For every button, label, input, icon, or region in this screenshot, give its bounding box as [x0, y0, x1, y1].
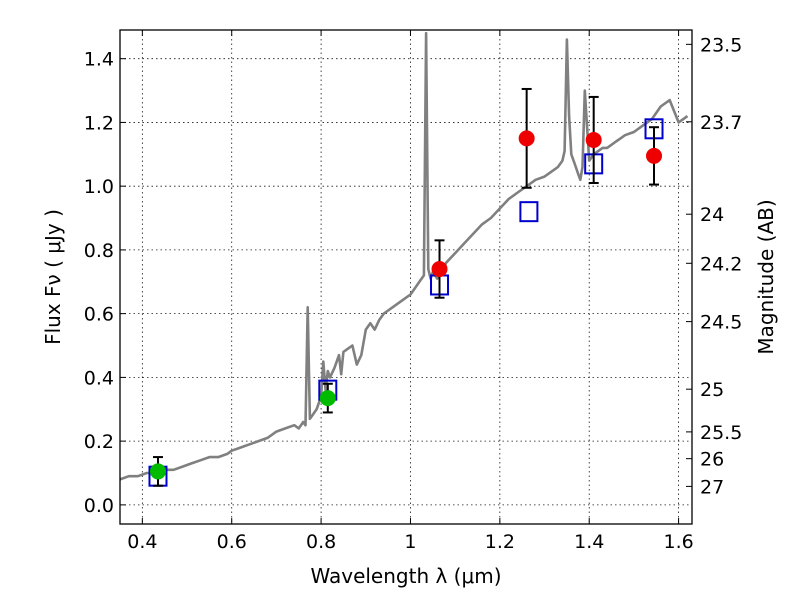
right-axis-label: Magnitude (AB) [754, 199, 778, 354]
model-flux-square [519, 201, 539, 223]
x-tick-label: 1 [404, 531, 416, 553]
observed-flux-point [585, 131, 602, 148]
observed-flux-point [646, 147, 663, 164]
x-tick-label: 0.4 [127, 531, 157, 553]
mag-tick-label: 23.5 [700, 34, 742, 56]
observed-flux-point [319, 390, 336, 407]
mag-tick-label: 24 [700, 204, 724, 226]
grid [120, 30, 692, 524]
mag-tick-label: 25 [700, 379, 724, 401]
plot-area [120, 31, 689, 487]
y-tick-label: 1.4 [84, 49, 114, 71]
observed-flux-point [518, 130, 535, 147]
x-axis-label: Wavelength λ (μm) [310, 564, 501, 588]
mag-tick-label: 24.5 [700, 312, 742, 334]
y-tick-label: 0.6 [84, 304, 114, 326]
mag-tick-label: 27 [700, 476, 724, 498]
y-tick-label: 0.8 [84, 240, 114, 262]
mag-tick-label: 24.2 [700, 253, 742, 275]
plot-frame [119, 29, 693, 525]
y-tick-label: 0.2 [84, 431, 114, 453]
mag-tick-label: 26 [700, 449, 724, 471]
x-tick-label: 1.2 [485, 531, 515, 553]
axes: 0.4 0.6 0.8 1 1.2 1.4 1.6 0.0 0.2 0.4 0.6 0.8 1.0 1.2… [84, 30, 742, 553]
mag-tick-label: 23.7 [700, 112, 742, 134]
y-tick-label: 1.0 [84, 176, 114, 198]
observed-flux-point [149, 463, 166, 480]
spectrum-line [120, 31, 689, 481]
y-tick-label: 0.4 [84, 367, 114, 389]
observed-flux-point [431, 261, 448, 278]
x-tick-label: 0.6 [217, 531, 247, 553]
plot-marks [120, 31, 689, 487]
y-axis-label: Flux Fν ( μJy ) [41, 209, 65, 345]
x-tick-label: 1.4 [574, 531, 604, 553]
x-tick-label: 0.8 [306, 531, 336, 553]
mag-tick-label: 25.5 [700, 422, 742, 444]
x-tick-label: 1.6 [663, 531, 693, 553]
y-tick-label: 1.2 [84, 112, 114, 134]
y-tick-label: 0.0 [84, 495, 114, 517]
